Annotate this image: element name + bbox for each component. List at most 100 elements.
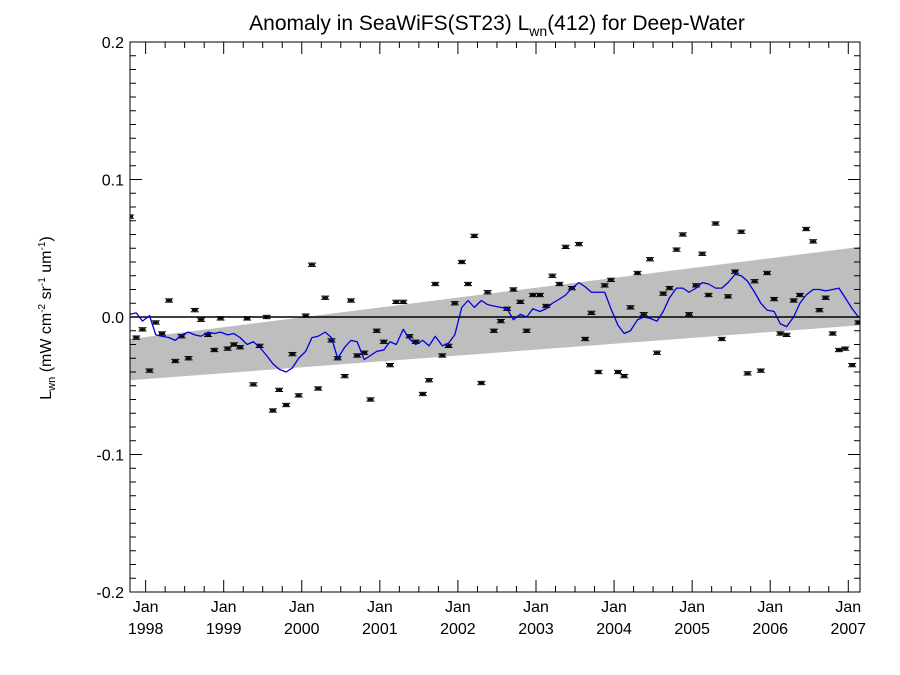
- data-point: [130, 214, 134, 219]
- x-tick-month: Jan: [445, 599, 471, 616]
- data-point: [789, 298, 798, 303]
- data-point: [372, 328, 381, 333]
- data-point: [223, 346, 232, 351]
- data-point: [171, 358, 180, 364]
- x-tick-year: 1998: [128, 621, 164, 638]
- data-point: [229, 342, 238, 347]
- data-point: [489, 328, 498, 333]
- data-point: [782, 332, 791, 338]
- x-tick-month: Jan: [523, 599, 549, 616]
- data-point: [340, 373, 349, 379]
- data-point: [399, 299, 408, 305]
- x-tick-year: 2005: [674, 621, 710, 638]
- data-point: [834, 347, 843, 353]
- data-point: [613, 369, 622, 375]
- data-point: [425, 378, 434, 383]
- data-point: [438, 353, 447, 358]
- data-point: [731, 269, 740, 274]
- title-subscript: wn: [528, 23, 547, 39]
- data-point: [678, 232, 687, 237]
- data-point: [190, 307, 199, 313]
- x-tick-year: 2001: [362, 621, 398, 638]
- data-point: [275, 387, 284, 393]
- data-point: [587, 310, 596, 316]
- ylabel-a: (mW cm: [38, 313, 55, 377]
- y-tick-label: -0.2: [96, 585, 124, 602]
- data-point: [698, 251, 707, 256]
- x-tick-month: Jan: [289, 599, 315, 616]
- data-point: [692, 283, 701, 288]
- data-point: [763, 270, 772, 276]
- data-point: [854, 320, 860, 325]
- data-point: [470, 233, 479, 239]
- ylabel-exp3: -1: [37, 241, 48, 250]
- x-tick-year: 2004: [596, 621, 632, 638]
- data-point: [750, 279, 759, 284]
- ylabel-l: L: [38, 391, 55, 400]
- data-point: [555, 281, 564, 287]
- data-point: [132, 335, 141, 340]
- data-point: [841, 346, 850, 351]
- data-point: [717, 336, 726, 342]
- data-point: [268, 408, 277, 413]
- data-point: [483, 290, 492, 295]
- data-point: [633, 270, 642, 276]
- data-point: [282, 402, 291, 408]
- data-point: [477, 380, 486, 386]
- data-point: [236, 345, 245, 350]
- running-mean-line: [130, 273, 859, 373]
- data-point: [756, 368, 765, 373]
- ylabel-exp1: -2: [37, 303, 48, 312]
- data-point: [639, 312, 648, 317]
- trend-band: [130, 246, 860, 381]
- data-point: [528, 292, 537, 298]
- data-point: [704, 292, 713, 298]
- data-point: [600, 283, 609, 288]
- ylabel-b: sr: [38, 285, 55, 303]
- data-point: [197, 317, 206, 322]
- x-tick-year: 1999: [206, 621, 242, 638]
- x-tick-year: 2006: [752, 621, 788, 638]
- y-tick-label: 0.2: [102, 35, 124, 52]
- data-point: [776, 331, 785, 336]
- data-point: [262, 314, 271, 320]
- x-tick-month: Jan: [367, 599, 393, 616]
- data-point: [165, 298, 174, 303]
- data-point: [653, 350, 662, 355]
- data-point: [346, 298, 355, 303]
- data-point: [743, 371, 752, 376]
- y-tick-label: 0.1: [102, 173, 124, 190]
- x-tick-year: 2000: [284, 621, 320, 638]
- data-point: [496, 318, 505, 324]
- data-point: [737, 229, 746, 234]
- data-point: [418, 391, 427, 397]
- data-point: [535, 292, 544, 298]
- data-point: [659, 291, 668, 296]
- chart-title: Anomaly in SeaWiFS(ST23) Lwn(412) for De…: [249, 12, 745, 39]
- x-tick-year: 2003: [518, 621, 554, 638]
- x-tick-year: 2002: [440, 621, 476, 638]
- y-tick-label: -0.1: [96, 448, 124, 465]
- x-tick-month: Jan: [757, 599, 783, 616]
- data-point: [151, 320, 160, 325]
- data-point: [828, 331, 837, 336]
- x-tick-month: Jan: [601, 599, 627, 616]
- data-point: [711, 221, 720, 226]
- data-point: [243, 316, 252, 321]
- data-point: [665, 285, 674, 291]
- data-point: [548, 273, 557, 278]
- data-point: [672, 247, 681, 252]
- data-point: [294, 393, 303, 398]
- data-point: [457, 259, 466, 265]
- data-point: [795, 292, 804, 298]
- data-point: [314, 386, 323, 391]
- data-point: [301, 313, 310, 318]
- y-axis-label: Lwn (mW cm-2 sr-1 um-1): [37, 236, 58, 399]
- data-point: [770, 296, 779, 302]
- x-tick-month: Jan: [679, 599, 705, 616]
- data-point: [645, 257, 654, 262]
- data-point: [411, 339, 420, 344]
- data-point: [522, 328, 531, 333]
- data-point: [158, 331, 167, 336]
